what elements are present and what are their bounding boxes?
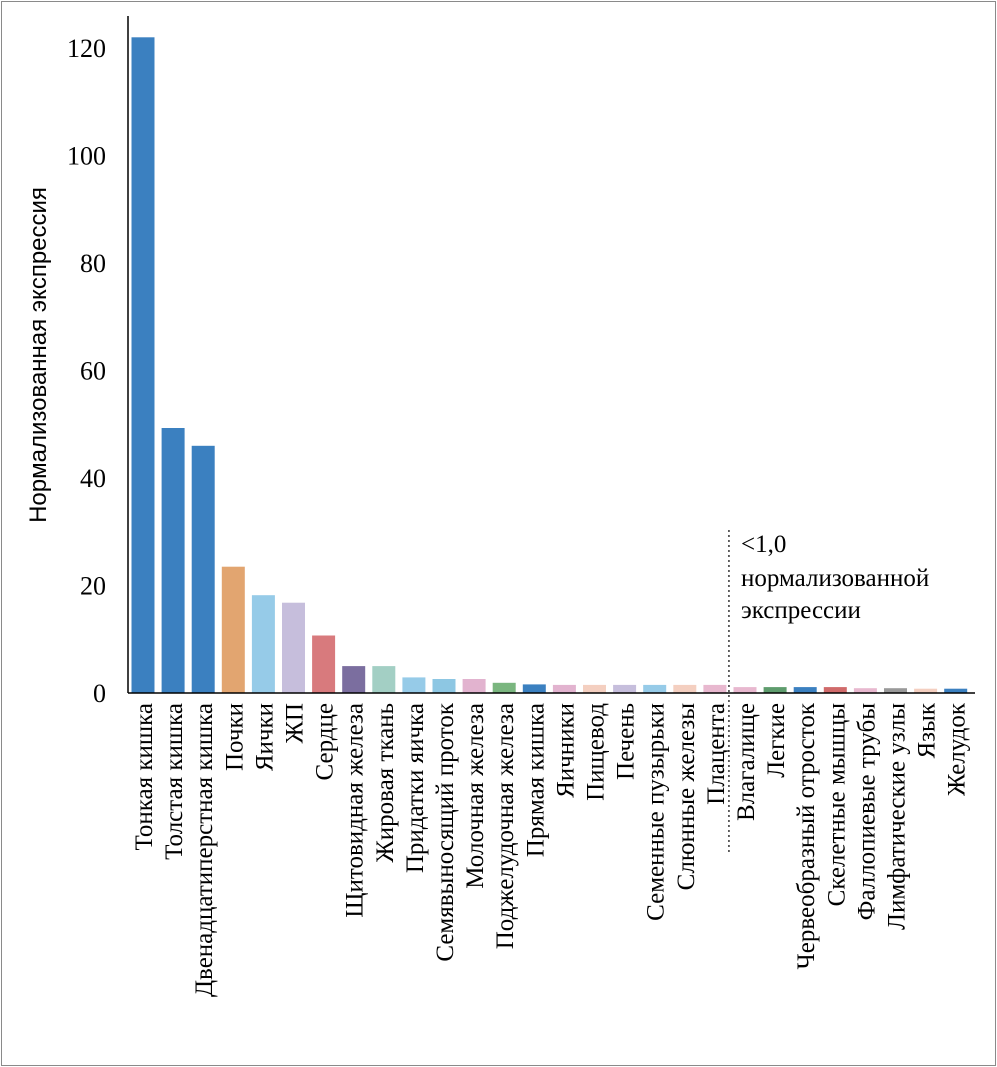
bar bbox=[522, 684, 546, 693]
x-tick-label: Щитовидная железа bbox=[342, 703, 369, 918]
bar bbox=[161, 428, 185, 693]
x-tick-label: Скелетные мышцы bbox=[823, 703, 850, 907]
bar bbox=[402, 677, 426, 693]
y-tick-label: 60 bbox=[80, 357, 106, 386]
annotation-line-1: <1,0 bbox=[741, 531, 786, 558]
bar bbox=[432, 679, 456, 693]
bar bbox=[853, 688, 877, 693]
bar bbox=[703, 684, 727, 693]
y-tick-label: 40 bbox=[80, 464, 106, 493]
bar bbox=[613, 684, 637, 693]
bar bbox=[823, 687, 847, 693]
x-tick-label: Плацента bbox=[703, 703, 730, 805]
bar bbox=[673, 684, 697, 693]
x-tick-label: Слюнные железы bbox=[673, 703, 700, 891]
y-tick-label: 120 bbox=[67, 34, 106, 63]
x-tick-label: Яичники bbox=[552, 703, 579, 798]
bar bbox=[221, 566, 245, 693]
y-tick-label: 20 bbox=[80, 572, 106, 601]
x-tick-label: Молочная железа bbox=[462, 703, 489, 889]
x-tick-label: ЖП bbox=[282, 703, 309, 743]
bar bbox=[552, 684, 576, 693]
x-tick-label: Легкие bbox=[763, 703, 790, 778]
bar bbox=[492, 682, 516, 693]
x-tick-label: Двенадцатиперстная кишка bbox=[191, 703, 218, 997]
x-tick-label: Семенные пузырьки bbox=[643, 703, 670, 921]
bar bbox=[312, 635, 336, 693]
y-tick-label: 100 bbox=[67, 142, 106, 171]
x-tick-label: Тонкая кишка bbox=[131, 703, 158, 851]
x-tick-label: Поджелудочная железа bbox=[492, 703, 519, 949]
bars bbox=[131, 37, 968, 694]
bar bbox=[282, 602, 305, 693]
bar bbox=[191, 445, 215, 694]
bar bbox=[131, 37, 155, 694]
bar bbox=[884, 688, 907, 693]
y-axis-ticks: 0 20 40 60 80 100 120 bbox=[67, 34, 106, 708]
x-tick-label: Фаллопиевые трубы bbox=[853, 703, 880, 921]
x-tick-label: Толстая кишка bbox=[161, 703, 188, 860]
x-tick-label: Прямая кишка bbox=[522, 703, 549, 857]
bar bbox=[583, 684, 606, 693]
bar bbox=[763, 687, 787, 693]
y-tick-label: 0 bbox=[93, 679, 106, 708]
annotation-line-3: экспрессии bbox=[741, 597, 861, 624]
x-tick-label: Червеобразный отросток bbox=[793, 702, 820, 969]
bar bbox=[342, 666, 366, 693]
y-axis-label: Нормализованная экспрессия bbox=[25, 187, 52, 523]
category-labels: Тонкая кишка Толстая кишка Двенадцатиперст… bbox=[131, 702, 971, 997]
y-tick-label: 80 bbox=[80, 249, 106, 278]
bar bbox=[372, 666, 396, 693]
x-tick-label: Яички bbox=[251, 703, 278, 771]
x-tick-label: Придатки яичка bbox=[402, 703, 429, 873]
x-tick-label: Желудок bbox=[944, 702, 971, 796]
x-tick-label: Язык bbox=[914, 702, 941, 758]
bar bbox=[793, 687, 817, 693]
bar bbox=[462, 679, 486, 693]
bar bbox=[914, 688, 938, 693]
x-tick-label: Жировая ткань bbox=[372, 703, 399, 863]
annotation-line-2: нормализованной bbox=[741, 565, 929, 592]
bar bbox=[643, 684, 667, 693]
x-tick-label: Печень bbox=[613, 703, 640, 780]
x-tick-label: Лимфатические узлы bbox=[884, 703, 911, 930]
x-tick-label: Влагалище bbox=[733, 703, 760, 821]
bar bbox=[733, 687, 757, 693]
x-tick-label: Пищевод bbox=[583, 703, 610, 801]
x-tick-label: Сердце bbox=[312, 703, 339, 780]
x-tick-label: Семявыносящий проток bbox=[432, 702, 459, 961]
bar bbox=[944, 688, 968, 693]
x-tick-label: Почки bbox=[221, 703, 248, 771]
bar bbox=[251, 595, 275, 693]
